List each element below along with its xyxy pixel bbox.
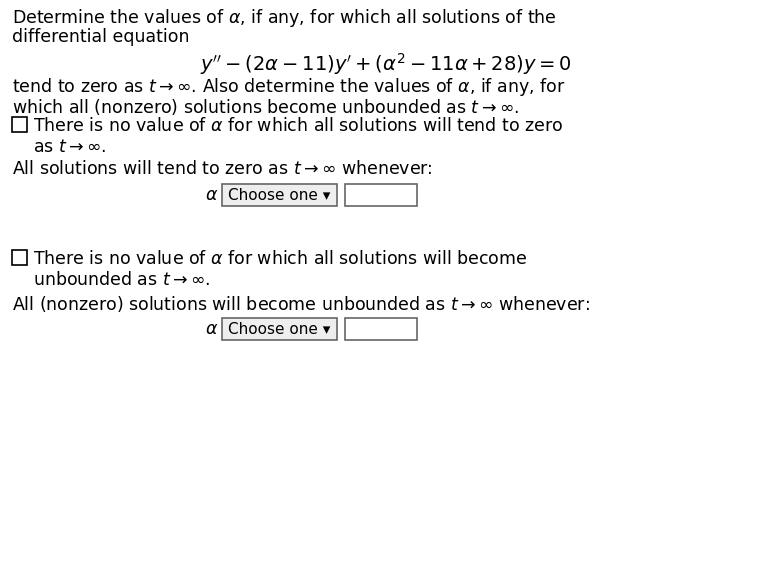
Text: There is no value of $\alpha$ for which all solutions will become: There is no value of $\alpha$ for which … xyxy=(33,250,527,268)
Bar xyxy=(222,318,337,340)
Text: $y'' - (2\alpha - 11)y' + (\alpha^2 - 11\alpha + 28)y = 0$: $y'' - (2\alpha - 11)y' + (\alpha^2 - 11… xyxy=(200,51,572,77)
Text: All (nonzero) solutions will become unbounded as $t \to \infty$ whenever:: All (nonzero) solutions will become unbo… xyxy=(12,294,590,314)
Text: Choose one ▾: Choose one ▾ xyxy=(228,321,331,337)
Text: There is no value of $\alpha$ for which all solutions will tend to zero: There is no value of $\alpha$ for which … xyxy=(33,117,564,135)
Text: All solutions will tend to zero as $t \to \infty$ whenever:: All solutions will tend to zero as $t \t… xyxy=(12,160,433,178)
Text: differential equation: differential equation xyxy=(12,28,189,46)
Text: as $t \to \infty$.: as $t \to \infty$. xyxy=(33,138,107,156)
Text: $\alpha$: $\alpha$ xyxy=(205,186,218,204)
Bar xyxy=(12,117,27,132)
Text: tend to zero as $t \to \infty$. Also determine the values of $\alpha$, if any, f: tend to zero as $t \to \infty$. Also det… xyxy=(12,76,566,98)
Bar xyxy=(345,184,417,206)
Text: $\alpha$: $\alpha$ xyxy=(205,320,218,338)
Text: Choose one ▾: Choose one ▾ xyxy=(228,188,331,202)
Text: unbounded as $t \to \infty$.: unbounded as $t \to \infty$. xyxy=(33,271,210,289)
Text: Determine the values of $\alpha$, if any, for which all solutions of the: Determine the values of $\alpha$, if any… xyxy=(12,7,557,29)
Bar xyxy=(12,250,27,265)
Text: which all (nonzero) solutions become unbounded as $t \to \infty$.: which all (nonzero) solutions become unb… xyxy=(12,97,519,117)
Bar xyxy=(222,184,337,206)
Bar xyxy=(345,318,417,340)
